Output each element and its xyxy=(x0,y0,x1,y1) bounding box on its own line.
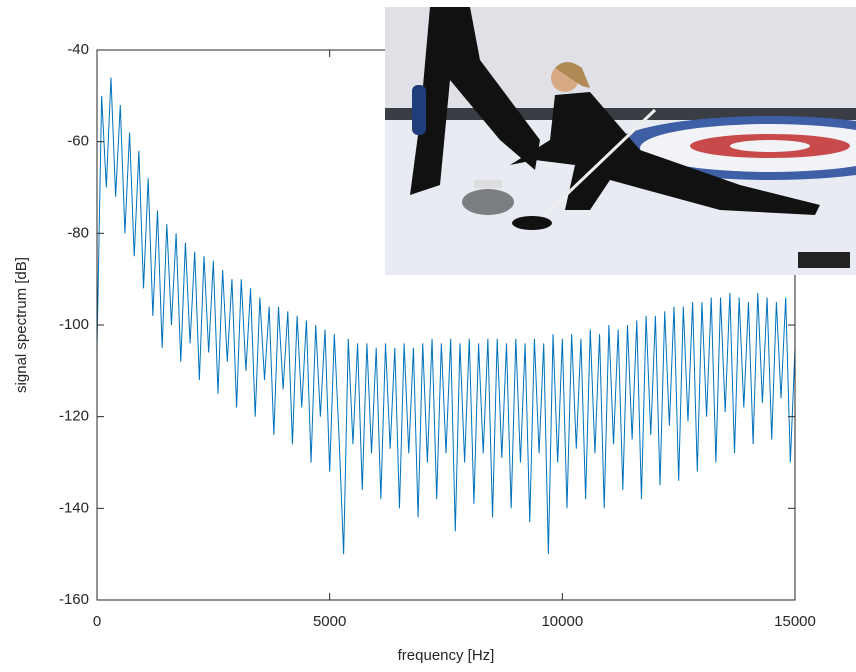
y-tick-label: -60 xyxy=(67,133,89,150)
x-tick-label: 5000 xyxy=(313,613,346,630)
x-tick-label: 15000 xyxy=(774,613,816,630)
spectrum-line xyxy=(96,77,796,555)
y-tick-label: -160 xyxy=(59,591,89,608)
y-tick-label: -80 xyxy=(67,224,89,241)
inset-photo xyxy=(385,7,856,275)
x-tick-label: 0 xyxy=(93,613,101,630)
y-tick-label: -100 xyxy=(59,316,89,333)
y-tick-label: -140 xyxy=(59,499,89,516)
y-tick-label: -40 xyxy=(67,41,89,58)
x-axis-label: frequency [Hz] xyxy=(398,647,495,664)
y-axis-label: signal spectrum [dB] xyxy=(13,257,30,393)
x-tick-label: 10000 xyxy=(541,613,583,630)
y-tick-label: -120 xyxy=(59,408,89,425)
